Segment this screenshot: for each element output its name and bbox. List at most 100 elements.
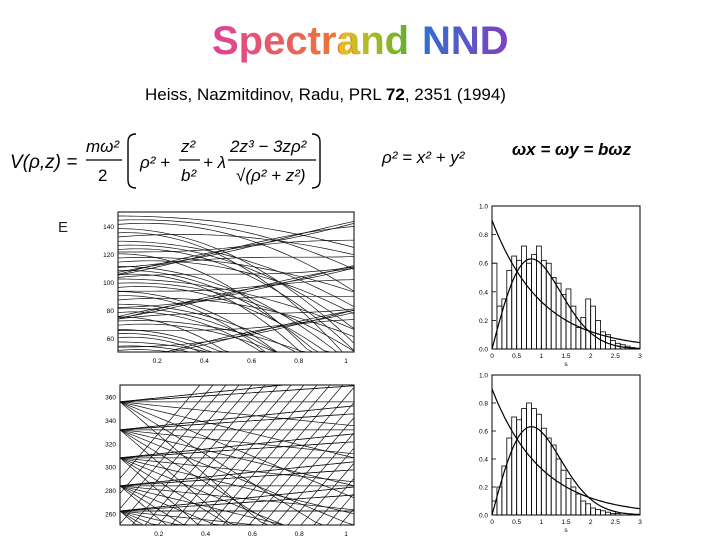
energy-level-line xyxy=(120,485,354,525)
y-tick-label: 0.6 xyxy=(479,429,488,436)
x-tick-label: 0 xyxy=(490,519,494,526)
y-tick-label: 80 xyxy=(107,308,115,315)
energy-level-line xyxy=(261,417,354,525)
energy-level-line xyxy=(339,508,354,525)
energy-level-line xyxy=(287,447,354,525)
histogram-bar xyxy=(585,503,592,516)
citation-authors: Heiss, Nazmitdinov, Radu, PRL xyxy=(145,85,386,104)
histogram-bar xyxy=(526,262,532,350)
x-tick-label: 0.2 xyxy=(154,531,163,538)
histogram-bar xyxy=(496,486,503,516)
y-tick-label: 1.0 xyxy=(479,204,488,211)
y-tick-label: 360 xyxy=(105,395,116,402)
energy-level-line xyxy=(118,267,354,292)
x-tick-label: 0.4 xyxy=(201,531,210,538)
energy-level-line xyxy=(170,385,292,525)
y-tick-label: 300 xyxy=(105,465,116,472)
poisson-curve xyxy=(491,220,641,344)
energy-level-line xyxy=(118,316,354,352)
energy-level-line xyxy=(118,333,354,352)
lambda-numerator: 2z³ − 3zρ² xyxy=(229,137,308,156)
energy-level-line xyxy=(120,457,354,525)
x-tick-label: 0.6 xyxy=(248,531,257,538)
potential-equation: V(ρ,z) = mω² 2 ρ² + z² b² + λ 2z³ − 3zρ²… xyxy=(10,133,321,189)
energy-level-line xyxy=(120,429,354,455)
histogram-bar xyxy=(526,402,532,516)
energy-level-line xyxy=(118,336,354,352)
energy-level-line xyxy=(118,278,354,330)
energy-level-line xyxy=(120,510,354,525)
x-tick-label: 1 xyxy=(344,531,348,538)
energy-level-line xyxy=(313,477,354,525)
energy-level-line xyxy=(118,303,354,352)
x-tick-label: 0.6 xyxy=(247,358,256,365)
spectrum-top: 140 120 100 80 60 0.2 0.4 0.6 0.8 1 xyxy=(103,211,355,365)
y-tick-label: 280 xyxy=(105,488,116,495)
energy-level-line xyxy=(118,323,354,352)
histogram-bar xyxy=(580,500,587,516)
y-tick-label: 0.8 xyxy=(479,401,488,408)
energy-level-line xyxy=(300,462,354,525)
energy-level-line xyxy=(118,257,354,293)
histogram-bar xyxy=(590,507,596,516)
energy-level-line xyxy=(118,226,354,276)
prefactor-numerator: mω² xyxy=(86,137,120,156)
citation-rest: , 2351 (1994) xyxy=(405,85,506,104)
energy-level-line xyxy=(120,385,227,510)
nnd-chart-bottom: 0.0 0.2 0.4 0.6 0.8 1.0 0 0.5 1 1.5 2 2.5 3 s xyxy=(479,373,642,535)
y-tick-label: 0.0 xyxy=(479,347,488,354)
energy-level-line xyxy=(120,485,354,511)
x-tick-label: 3 xyxy=(638,519,642,526)
energy-level-line xyxy=(326,492,354,525)
energy-level-line xyxy=(235,386,354,525)
lambda-denominator: √(ρ² + z²) xyxy=(236,166,306,185)
term-lambda: + λ xyxy=(203,153,226,172)
potential-lhs: V(ρ,z) = xyxy=(10,152,77,173)
energy-level-line xyxy=(120,385,201,479)
energy-level-line xyxy=(118,307,354,352)
energy-level-line xyxy=(120,385,240,525)
energy-level-line xyxy=(118,273,354,352)
term-z-denominator: b² xyxy=(181,166,197,185)
energy-level-line xyxy=(144,385,266,525)
energy-level-line xyxy=(120,441,354,459)
x-tick-label: 3 xyxy=(638,353,642,360)
histogram-bar xyxy=(565,478,572,516)
energy-level-line xyxy=(120,461,354,487)
histogram-bar xyxy=(521,408,527,516)
rho-definition: ρ² = x² + y² xyxy=(381,148,466,167)
right-brace xyxy=(311,133,321,189)
y-tick-label: 0.2 xyxy=(479,485,488,492)
term-rho: ρ² + xyxy=(139,153,170,172)
citation-volume: 72 xyxy=(386,85,405,104)
energy-level-line xyxy=(118,215,354,248)
histogram-bar xyxy=(590,305,596,350)
energy-level-line xyxy=(120,485,354,525)
histogram-bar xyxy=(531,254,537,350)
spectrum-top-levels xyxy=(118,215,354,352)
term-z-numerator: z² xyxy=(180,137,197,156)
energy-level-line xyxy=(118,260,354,315)
x-tick-label: 0.8 xyxy=(294,358,303,365)
energy-level-line xyxy=(118,320,354,352)
energy-level-line xyxy=(118,295,354,317)
energy-level-line xyxy=(120,401,354,427)
energy-level-line xyxy=(131,385,253,525)
energy-level-line xyxy=(120,413,354,431)
spectrum-top-y-ticks: 140 120 100 80 60 xyxy=(103,224,114,343)
y-tick-label: 320 xyxy=(105,441,116,448)
energy-level-line xyxy=(118,223,354,253)
nnd-chart-top: 0.0 0.2 0.4 0.6 0.8 1.0 0 0.5 1 1.5 2 2.5 3 s xyxy=(479,204,642,369)
energy-level-line xyxy=(118,282,354,352)
y-tick-label: 0.2 xyxy=(479,318,488,325)
y-tick-label: 120 xyxy=(103,252,114,259)
histogram-bar xyxy=(614,513,621,516)
energy-axis-label: E xyxy=(58,219,68,236)
energy-level-line xyxy=(118,239,354,275)
x-tick-label: 1 xyxy=(540,353,544,360)
histogram-bar xyxy=(575,327,582,350)
y-tick-label: 340 xyxy=(105,418,116,425)
x-tick-label: 2.5 xyxy=(611,353,620,360)
energy-level-line xyxy=(274,432,354,525)
histogram-bar xyxy=(575,493,582,516)
